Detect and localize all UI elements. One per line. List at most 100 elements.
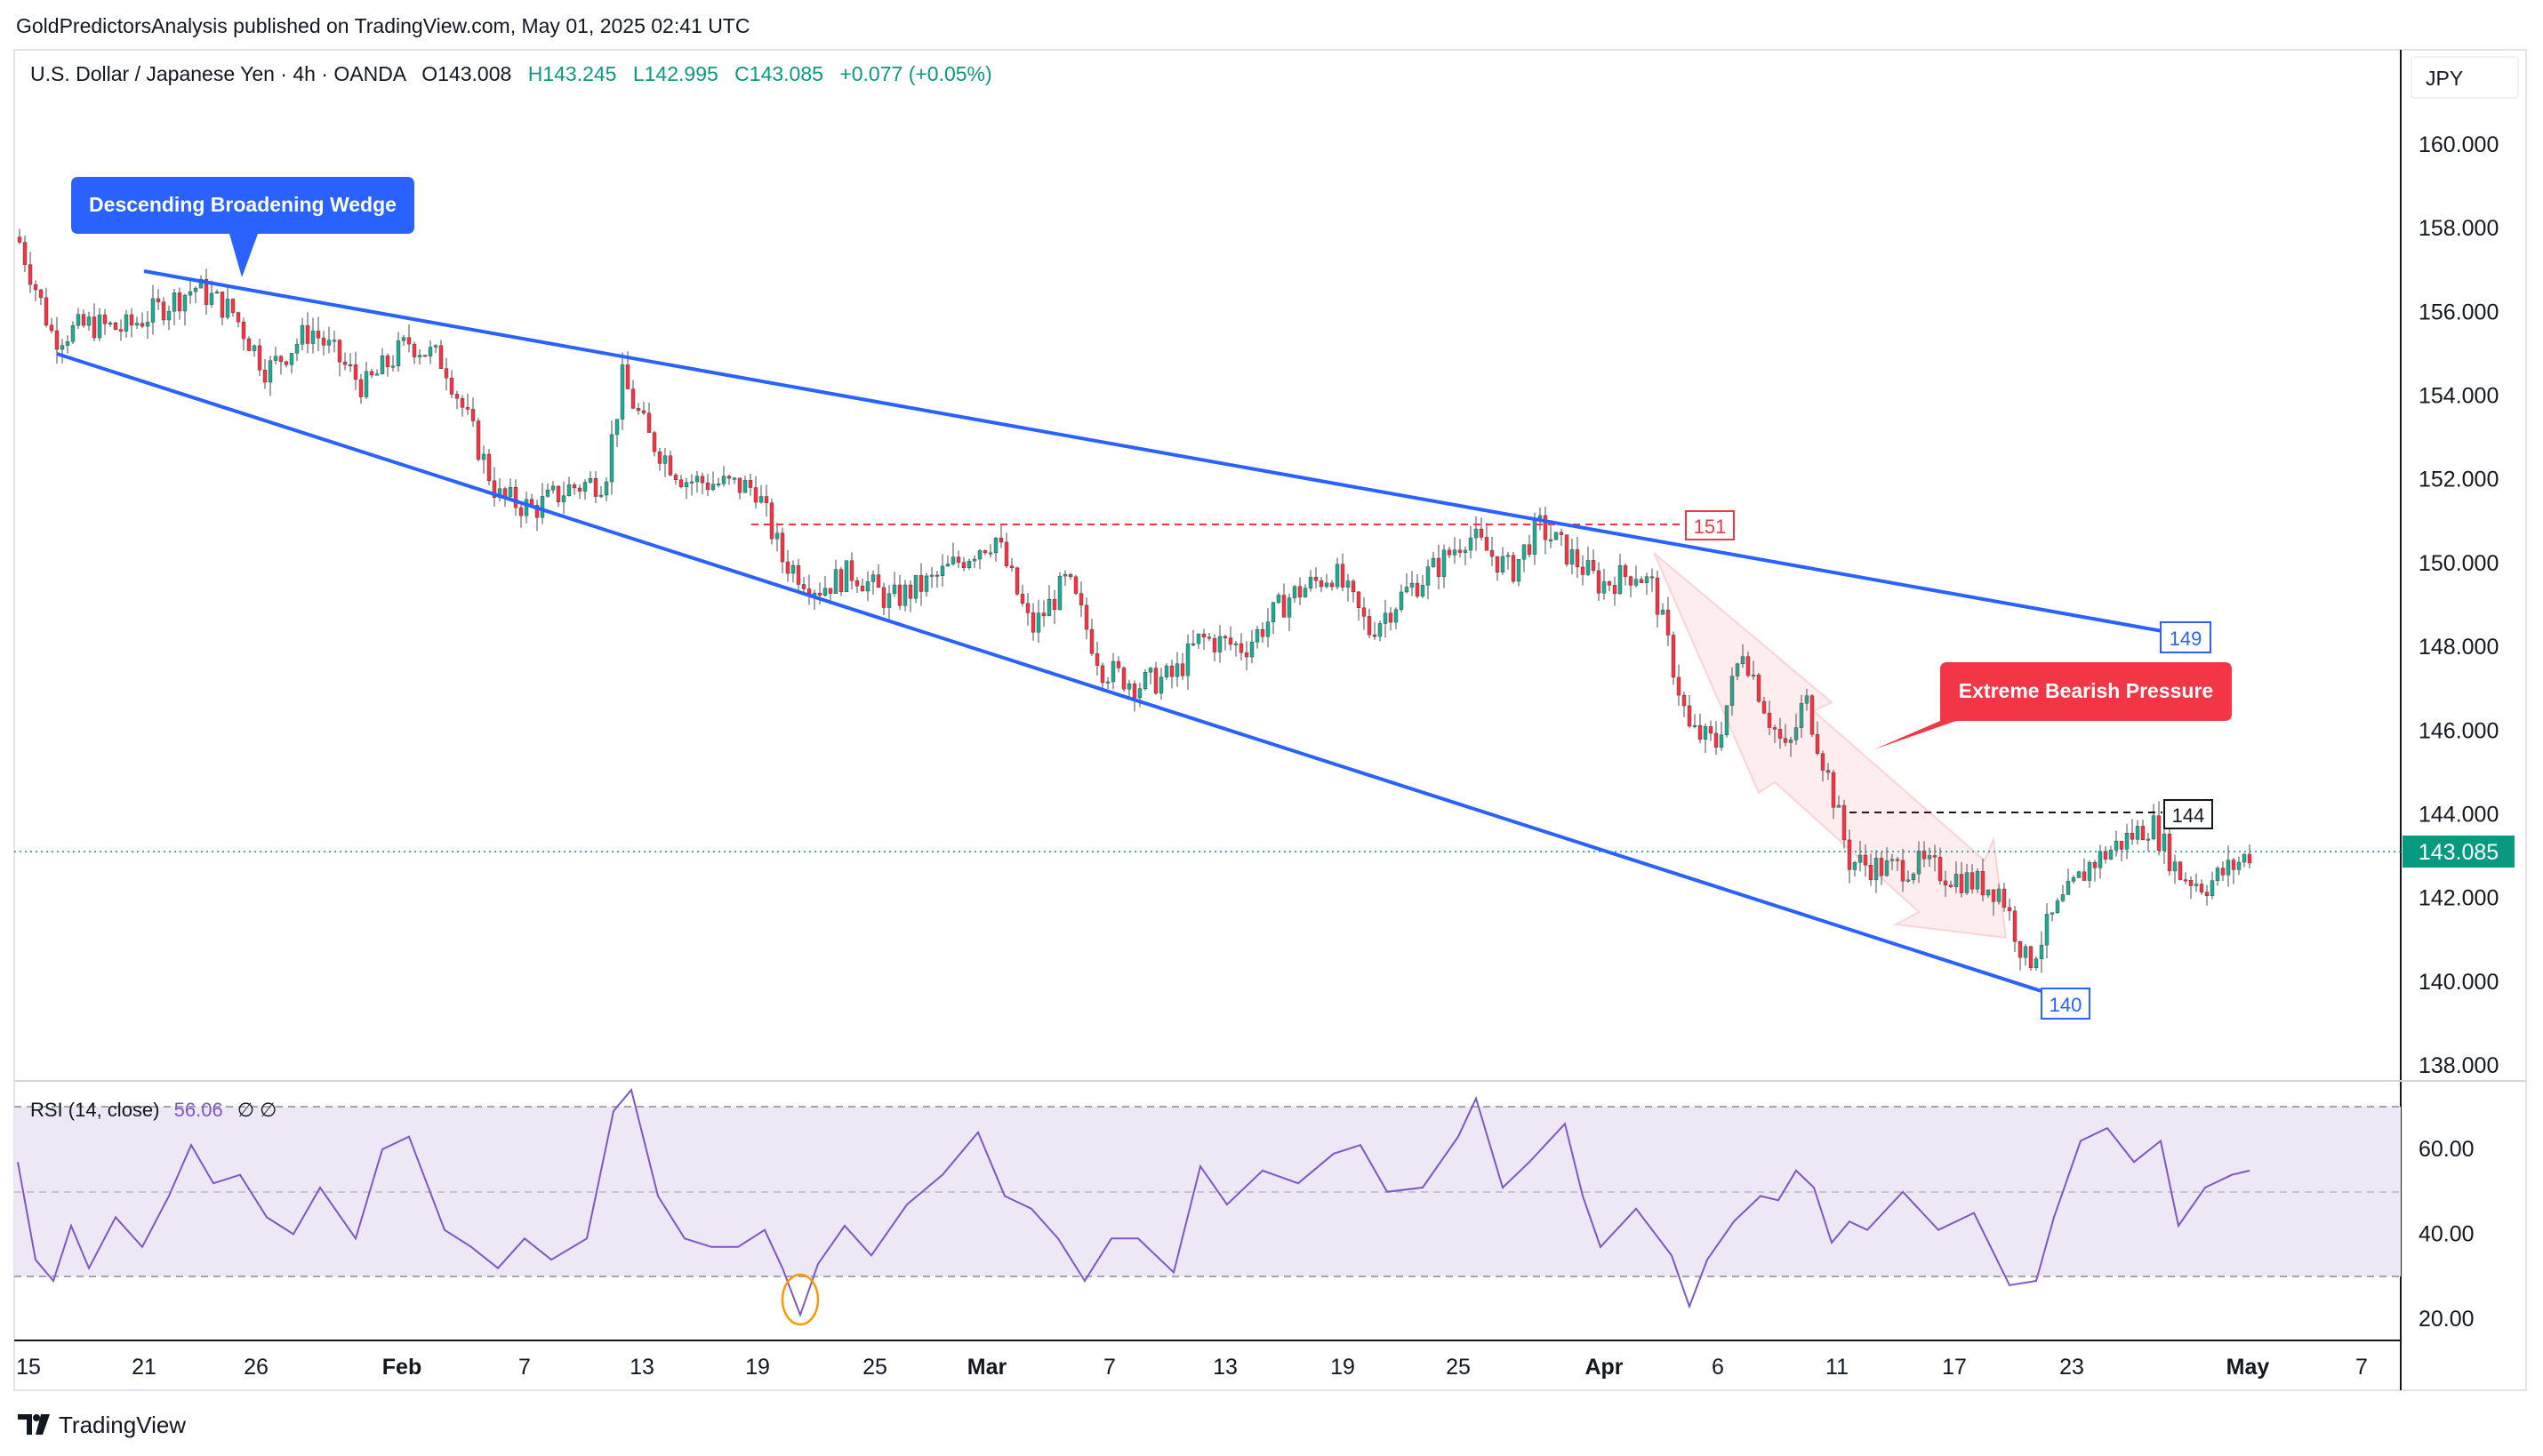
rsi-oversold-marker <box>781 1273 820 1326</box>
candle-body <box>774 532 780 540</box>
candle-body <box>2130 833 2135 840</box>
candle-body <box>988 552 993 555</box>
candle-body <box>1201 633 1207 637</box>
candle-body <box>1031 612 1036 633</box>
candle-body <box>1207 636 1212 639</box>
rsi-legend[interactable]: RSI (14, close) 56.06 ∅ ∅ <box>30 1099 277 1121</box>
candle-body <box>593 477 598 497</box>
candle-body <box>1025 603 1031 613</box>
footer-brand: TradingView <box>59 1412 186 1438</box>
level-149-badge <box>2160 621 2211 653</box>
candle-body <box>369 371 374 376</box>
candle-body <box>193 287 198 292</box>
candle-body <box>2007 907 2012 912</box>
candle-body <box>1319 580 1324 588</box>
candle-body <box>1452 549 1457 556</box>
candle-body <box>828 588 833 594</box>
candle-body <box>1847 839 1852 870</box>
candle-body <box>412 343 417 357</box>
candle-body <box>129 314 134 325</box>
candle-body <box>2124 833 2130 850</box>
candle-body <box>534 505 540 518</box>
candle-body <box>433 345 438 348</box>
candle-body <box>2028 946 2034 969</box>
candle-body <box>1548 539 1553 541</box>
candle-body <box>780 532 785 563</box>
time-axis-label: 25 <box>1446 1355 1471 1380</box>
candle-body <box>28 264 33 285</box>
currency-button[interactable] <box>2411 56 2519 99</box>
candle-body <box>38 289 44 299</box>
candle-body <box>1799 702 1804 728</box>
candle-body <box>956 556 961 563</box>
candle-body <box>892 584 897 594</box>
candle-body <box>161 301 166 321</box>
candle-body <box>2162 833 2167 851</box>
candle-body <box>1281 595 1287 618</box>
candle-body <box>1916 850 1921 875</box>
candle-body <box>188 291 193 296</box>
candle-body <box>1852 861 1857 870</box>
candle-body <box>492 480 497 498</box>
candle-body <box>2092 862 2098 868</box>
candle-body <box>865 581 870 592</box>
time-axis-label: Feb <box>382 1355 421 1380</box>
candle-body <box>801 584 806 589</box>
candle-body <box>2151 815 2156 840</box>
candle-body <box>1884 860 1889 876</box>
symbol-legend[interactable]: U.S. Dollar / Japanese Yen · 4h · OANDA … <box>30 62 992 85</box>
time-axis-label: 15 <box>16 1355 41 1380</box>
candle-body <box>49 324 54 332</box>
candle-body <box>2199 884 2204 892</box>
candle-body <box>1932 855 1937 858</box>
candle-body <box>1425 566 1431 586</box>
candle-body <box>1265 621 1271 637</box>
candle-body <box>1217 636 1223 652</box>
candle-body <box>1511 555 1516 582</box>
price-tick-label: 156.000 <box>2419 300 2499 324</box>
candle-body <box>2076 871 2082 878</box>
candle-body <box>849 560 854 581</box>
candle-body <box>252 345 257 351</box>
price-tick-label: 140.000 <box>2419 970 2499 995</box>
candle-body <box>1009 565 1015 568</box>
candle-body <box>1404 587 1409 593</box>
candle-body <box>1975 870 1980 890</box>
candle-body <box>582 482 588 492</box>
level-144-badge <box>2163 799 2213 829</box>
time-axis-label: 13 <box>1213 1355 1238 1380</box>
candle-body <box>1239 643 1244 653</box>
candle-body <box>1388 612 1393 623</box>
candle-body <box>225 299 230 318</box>
candle-body <box>1249 642 1255 658</box>
candle-body <box>353 364 358 380</box>
bearish-arrow <box>1653 552 2008 940</box>
candle-body <box>1921 850 1927 860</box>
candle-body <box>1628 576 1633 586</box>
candle-body <box>449 377 454 395</box>
candle-body <box>1831 772 1836 808</box>
candle-body <box>967 560 972 568</box>
candle-body <box>620 364 625 420</box>
price-tick-label: 160.000 <box>2419 132 2499 157</box>
symbol-name: U.S. Dollar / Japanese Yen · 4h · OANDA <box>30 62 407 85</box>
candle-body <box>1260 629 1265 637</box>
candle-body <box>1895 859 1900 861</box>
candle-body <box>940 565 945 576</box>
candle-body <box>2183 879 2188 882</box>
candle-body <box>550 485 556 491</box>
candle-body <box>1948 884 1953 887</box>
tradingview-logo[interactable]: TradingView <box>18 1412 186 1438</box>
candle-body <box>1073 576 1079 594</box>
candle-body <box>913 575 919 599</box>
candle-body <box>2215 868 2220 881</box>
candle-body <box>604 481 609 496</box>
candle-body <box>1169 665 1175 677</box>
candle-body <box>172 292 177 312</box>
bearish-callout <box>1874 662 2232 749</box>
candle-body <box>1889 859 1895 861</box>
candle-body <box>2167 833 2172 872</box>
rsi-legend-value: 56.06 <box>174 1099 223 1121</box>
candle-body <box>870 574 876 582</box>
candle-body <box>769 502 774 540</box>
